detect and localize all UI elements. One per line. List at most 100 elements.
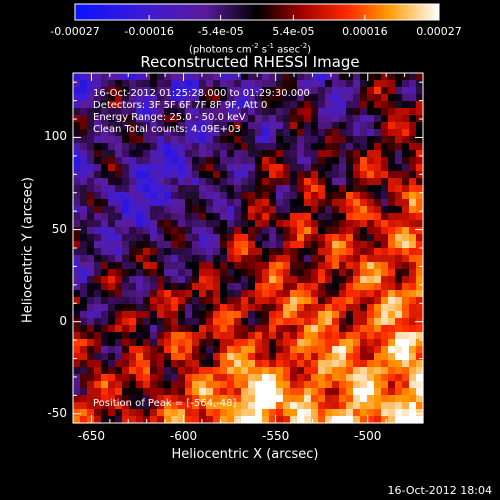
heatmap-cell bbox=[409, 136, 417, 144]
heatmap-cell bbox=[115, 367, 123, 375]
heatmap-cell bbox=[297, 185, 305, 193]
heatmap-cell bbox=[276, 304, 284, 312]
heatmap-cell bbox=[73, 297, 81, 305]
heatmap-cell bbox=[290, 199, 298, 207]
heatmap-cell bbox=[402, 185, 410, 193]
heatmap-cell bbox=[255, 115, 263, 123]
heatmap-cell bbox=[136, 255, 144, 263]
heatmap-cell bbox=[157, 171, 165, 179]
heatmap-cell bbox=[297, 269, 305, 277]
heatmap-cell bbox=[101, 220, 109, 228]
heatmap-cell bbox=[297, 381, 305, 389]
heatmap-cell bbox=[122, 164, 130, 172]
heatmap-cell bbox=[185, 360, 193, 368]
heatmap-cell bbox=[122, 255, 130, 263]
heatmap-cell bbox=[94, 192, 102, 200]
heatmap-cell bbox=[269, 101, 277, 109]
heatmap-cell bbox=[353, 101, 361, 109]
heatmap-cell bbox=[262, 164, 270, 172]
heatmap-cell bbox=[80, 409, 88, 417]
heatmap-cell bbox=[304, 80, 312, 88]
heatmap-cell bbox=[213, 297, 221, 305]
heatmap-cell bbox=[269, 297, 277, 305]
heatmap-cell bbox=[227, 269, 235, 277]
heatmap-cell bbox=[262, 115, 270, 123]
heatmap-cell bbox=[346, 290, 354, 298]
heatmap-cell bbox=[311, 220, 319, 228]
heatmap-cell bbox=[171, 395, 179, 403]
heatmap-cell bbox=[297, 192, 305, 200]
heatmap-cell bbox=[185, 199, 193, 207]
heatmap-cell bbox=[108, 206, 116, 214]
heatmap-cell bbox=[94, 325, 102, 333]
heatmap-cell bbox=[318, 171, 326, 179]
heatmap-cell bbox=[206, 269, 214, 277]
heatmap-cell bbox=[269, 395, 277, 403]
heatmap-cell bbox=[332, 241, 340, 249]
heatmap-cell bbox=[318, 94, 326, 102]
heatmap-cell bbox=[290, 388, 298, 396]
heatmap-cell bbox=[276, 220, 284, 228]
heatmap-cell bbox=[402, 262, 410, 270]
heatmap-cell bbox=[360, 87, 368, 95]
heatmap-cell bbox=[283, 318, 291, 326]
heatmap-cell bbox=[269, 220, 277, 228]
heatmap-cell bbox=[339, 122, 347, 130]
heatmap-cell bbox=[108, 290, 116, 298]
heatmap-cell bbox=[346, 143, 354, 151]
heatmap-cell bbox=[255, 311, 263, 319]
heatmap-cell bbox=[150, 178, 158, 186]
heatmap-cell bbox=[381, 262, 389, 270]
heatmap-cell bbox=[171, 94, 179, 102]
heatmap-cell bbox=[290, 402, 298, 410]
heatmap-cell bbox=[325, 185, 333, 193]
heatmap-cell bbox=[262, 339, 270, 347]
heatmap-cell bbox=[255, 360, 263, 368]
heatmap-cell bbox=[143, 220, 151, 228]
heatmap-cell bbox=[311, 325, 319, 333]
heatmap-cell bbox=[248, 416, 256, 424]
heatmap-cell bbox=[115, 101, 123, 109]
heatmap-cell bbox=[150, 94, 158, 102]
heatmap-cell bbox=[199, 353, 207, 361]
heatmap-cell bbox=[388, 129, 396, 137]
heatmap-cell bbox=[283, 206, 291, 214]
heatmap-cell bbox=[416, 220, 424, 228]
heatmap-cell bbox=[157, 178, 165, 186]
heatmap-cell bbox=[94, 269, 102, 277]
heatmap-cell bbox=[248, 269, 256, 277]
heatmap-cell bbox=[241, 185, 249, 193]
heatmap-cell bbox=[234, 360, 242, 368]
heatmap-cell bbox=[269, 213, 277, 221]
heatmap-cell bbox=[171, 374, 179, 382]
heatmap-cell bbox=[213, 269, 221, 277]
heatmap-cell bbox=[388, 325, 396, 333]
heatmap-cell bbox=[367, 255, 375, 263]
heatmap-cell bbox=[136, 381, 144, 389]
heatmap-cell bbox=[73, 122, 81, 130]
heatmap-cell bbox=[311, 178, 319, 186]
heatmap-cell bbox=[374, 143, 382, 151]
heatmap-cell bbox=[73, 199, 81, 207]
x-tick-label: -650 bbox=[77, 429, 106, 443]
heatmap-cell bbox=[213, 206, 221, 214]
heatmap-cell bbox=[255, 248, 263, 256]
heatmap-cell bbox=[332, 213, 340, 221]
heatmap-cell bbox=[192, 122, 200, 130]
heatmap-cell bbox=[346, 206, 354, 214]
heatmap-cell bbox=[80, 325, 88, 333]
heatmap-cell bbox=[318, 360, 326, 368]
heatmap-cell bbox=[206, 192, 214, 200]
heatmap-cell bbox=[185, 108, 193, 116]
heatmap-cell bbox=[311, 164, 319, 172]
heatmap-cell bbox=[94, 157, 102, 165]
y-axis-label: Heliocentric Y (arcsec) bbox=[20, 177, 36, 323]
heatmap-cell bbox=[206, 304, 214, 312]
heatmap-cell bbox=[381, 269, 389, 277]
heatmap-cell bbox=[122, 94, 130, 102]
heatmap-cell bbox=[129, 339, 137, 347]
heatmap-cell bbox=[220, 101, 228, 109]
heatmap-cell bbox=[192, 374, 200, 382]
heatmap-cell bbox=[381, 101, 389, 109]
heatmap-cell bbox=[304, 73, 312, 81]
